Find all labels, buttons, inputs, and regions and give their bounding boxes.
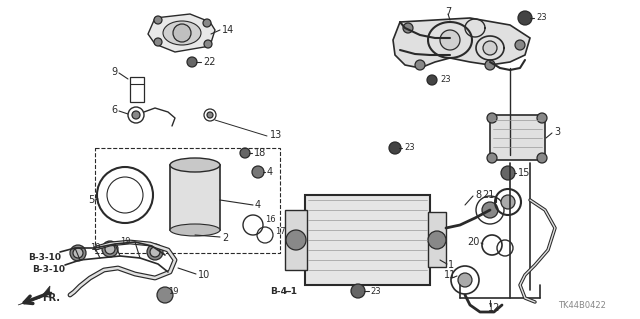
Text: 23: 23 bbox=[440, 76, 451, 85]
Circle shape bbox=[537, 113, 547, 123]
Text: 4: 4 bbox=[255, 200, 261, 210]
Circle shape bbox=[105, 244, 115, 254]
Text: 7: 7 bbox=[445, 7, 451, 17]
Circle shape bbox=[487, 113, 497, 123]
Circle shape bbox=[240, 148, 250, 158]
Circle shape bbox=[157, 287, 173, 303]
Circle shape bbox=[70, 245, 86, 261]
Circle shape bbox=[483, 41, 497, 55]
Text: 14: 14 bbox=[222, 25, 234, 35]
Polygon shape bbox=[393, 18, 530, 68]
Circle shape bbox=[518, 11, 532, 25]
Circle shape bbox=[389, 142, 401, 154]
Text: B-3-10: B-3-10 bbox=[32, 265, 65, 275]
Circle shape bbox=[403, 23, 413, 33]
Text: 9: 9 bbox=[112, 67, 118, 77]
Bar bbox=[95, 148, 280, 253]
Text: 4: 4 bbox=[267, 167, 273, 177]
Circle shape bbox=[427, 75, 437, 85]
Circle shape bbox=[204, 40, 212, 48]
Bar bbox=[305, 195, 430, 285]
Text: 6: 6 bbox=[112, 105, 118, 115]
Text: 20: 20 bbox=[468, 237, 480, 247]
Polygon shape bbox=[148, 14, 215, 52]
Text: 10: 10 bbox=[198, 270, 211, 280]
Circle shape bbox=[501, 166, 515, 180]
Text: 23: 23 bbox=[536, 13, 547, 23]
Text: 19: 19 bbox=[168, 287, 179, 296]
Circle shape bbox=[501, 195, 515, 209]
Text: 21: 21 bbox=[483, 190, 495, 200]
Circle shape bbox=[252, 166, 264, 178]
Text: 15: 15 bbox=[518, 168, 531, 178]
Text: 18: 18 bbox=[254, 148, 266, 158]
Ellipse shape bbox=[163, 21, 201, 45]
Circle shape bbox=[73, 248, 83, 258]
Bar bbox=[285, 210, 307, 270]
Text: 19: 19 bbox=[90, 242, 100, 251]
Ellipse shape bbox=[170, 224, 220, 236]
Circle shape bbox=[154, 38, 162, 46]
Circle shape bbox=[351, 284, 365, 298]
Text: 12: 12 bbox=[488, 303, 500, 313]
Polygon shape bbox=[18, 286, 52, 305]
Circle shape bbox=[482, 202, 498, 218]
Text: 8: 8 bbox=[475, 190, 481, 200]
Circle shape bbox=[487, 153, 497, 163]
Circle shape bbox=[102, 241, 118, 257]
Text: TK44B0422: TK44B0422 bbox=[558, 300, 606, 309]
Bar bbox=[428, 212, 446, 267]
Text: 17: 17 bbox=[275, 227, 285, 236]
Circle shape bbox=[515, 40, 525, 50]
Text: 2: 2 bbox=[222, 233, 228, 243]
Circle shape bbox=[173, 24, 191, 42]
Text: 3: 3 bbox=[554, 127, 560, 137]
Circle shape bbox=[150, 247, 160, 257]
Text: 22: 22 bbox=[203, 57, 216, 67]
Circle shape bbox=[428, 231, 446, 249]
Circle shape bbox=[415, 60, 425, 70]
Text: 23: 23 bbox=[370, 286, 381, 295]
Text: B-3-10: B-3-10 bbox=[28, 254, 61, 263]
Circle shape bbox=[132, 111, 140, 119]
Circle shape bbox=[485, 60, 495, 70]
Circle shape bbox=[286, 230, 306, 250]
Text: B-4-1: B-4-1 bbox=[270, 287, 297, 296]
Ellipse shape bbox=[170, 158, 220, 172]
Text: 16: 16 bbox=[265, 216, 276, 225]
Text: 5: 5 bbox=[88, 195, 94, 205]
Text: FR.: FR. bbox=[42, 293, 60, 303]
Bar bbox=[490, 115, 545, 160]
Bar bbox=[130, 77, 144, 102]
Circle shape bbox=[458, 273, 472, 287]
Text: 1: 1 bbox=[448, 260, 454, 270]
Circle shape bbox=[203, 19, 211, 27]
Circle shape bbox=[537, 153, 547, 163]
Circle shape bbox=[440, 30, 460, 50]
Circle shape bbox=[154, 16, 162, 24]
Circle shape bbox=[147, 244, 163, 260]
Text: 19: 19 bbox=[120, 238, 131, 247]
Circle shape bbox=[207, 112, 213, 118]
Bar bbox=[170, 165, 220, 230]
Circle shape bbox=[187, 57, 197, 67]
Text: 23: 23 bbox=[404, 144, 415, 152]
Text: 11: 11 bbox=[444, 270, 456, 280]
Text: 13: 13 bbox=[270, 130, 282, 140]
